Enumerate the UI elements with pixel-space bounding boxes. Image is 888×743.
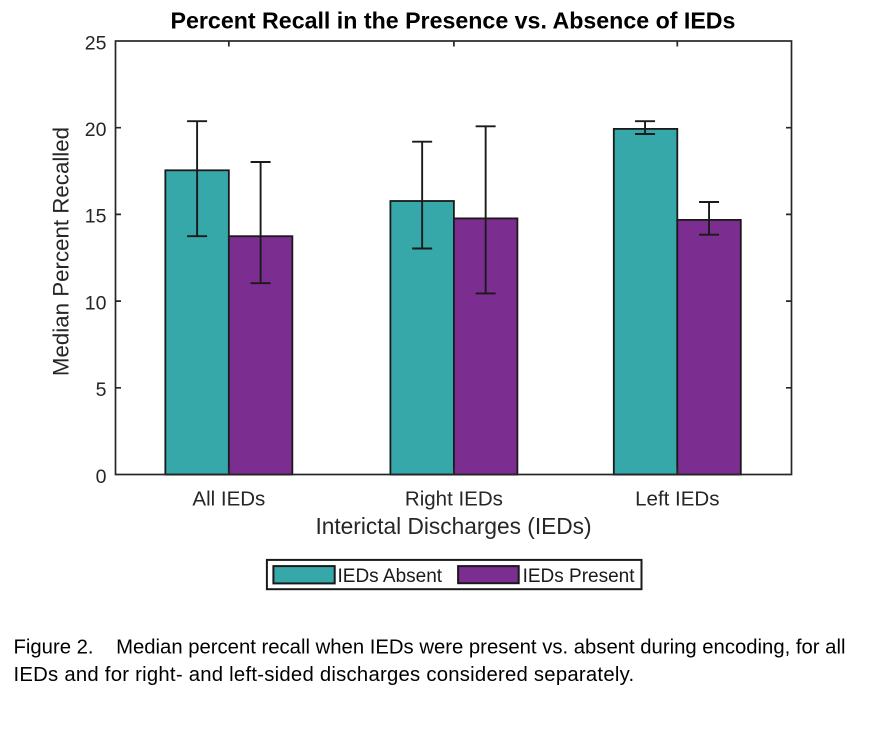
svg-text:0: 0 xyxy=(96,466,107,488)
svg-text:20: 20 xyxy=(85,119,107,141)
svg-text:All IEDs: All IEDs xyxy=(192,487,265,510)
svg-text:Percent Recall in the Presence: Percent Recall in the Presence vs. Absen… xyxy=(171,8,736,34)
svg-text:IEDs Present: IEDs Present xyxy=(523,566,636,587)
svg-text:5: 5 xyxy=(96,379,107,401)
svg-text:Left IEDs: Left IEDs xyxy=(635,487,719,510)
svg-text:25: 25 xyxy=(85,32,107,54)
svg-text:IEDs and for right- and left-s: IEDs and for right- and left-sided disch… xyxy=(14,664,635,686)
svg-text:Figure 2. Median percent re: Figure 2. Median percent recall when IED… xyxy=(14,636,846,658)
svg-text:IEDs Absent: IEDs Absent xyxy=(338,566,443,587)
svg-text:Median Percent Recalled: Median Percent Recalled xyxy=(49,127,74,376)
svg-text:15: 15 xyxy=(85,206,107,228)
svg-text:Interictal Discharges (IEDs): Interictal Discharges (IEDs) xyxy=(315,513,591,539)
svg-text:10: 10 xyxy=(85,292,107,314)
svg-text:Right IEDs: Right IEDs xyxy=(405,487,503,510)
